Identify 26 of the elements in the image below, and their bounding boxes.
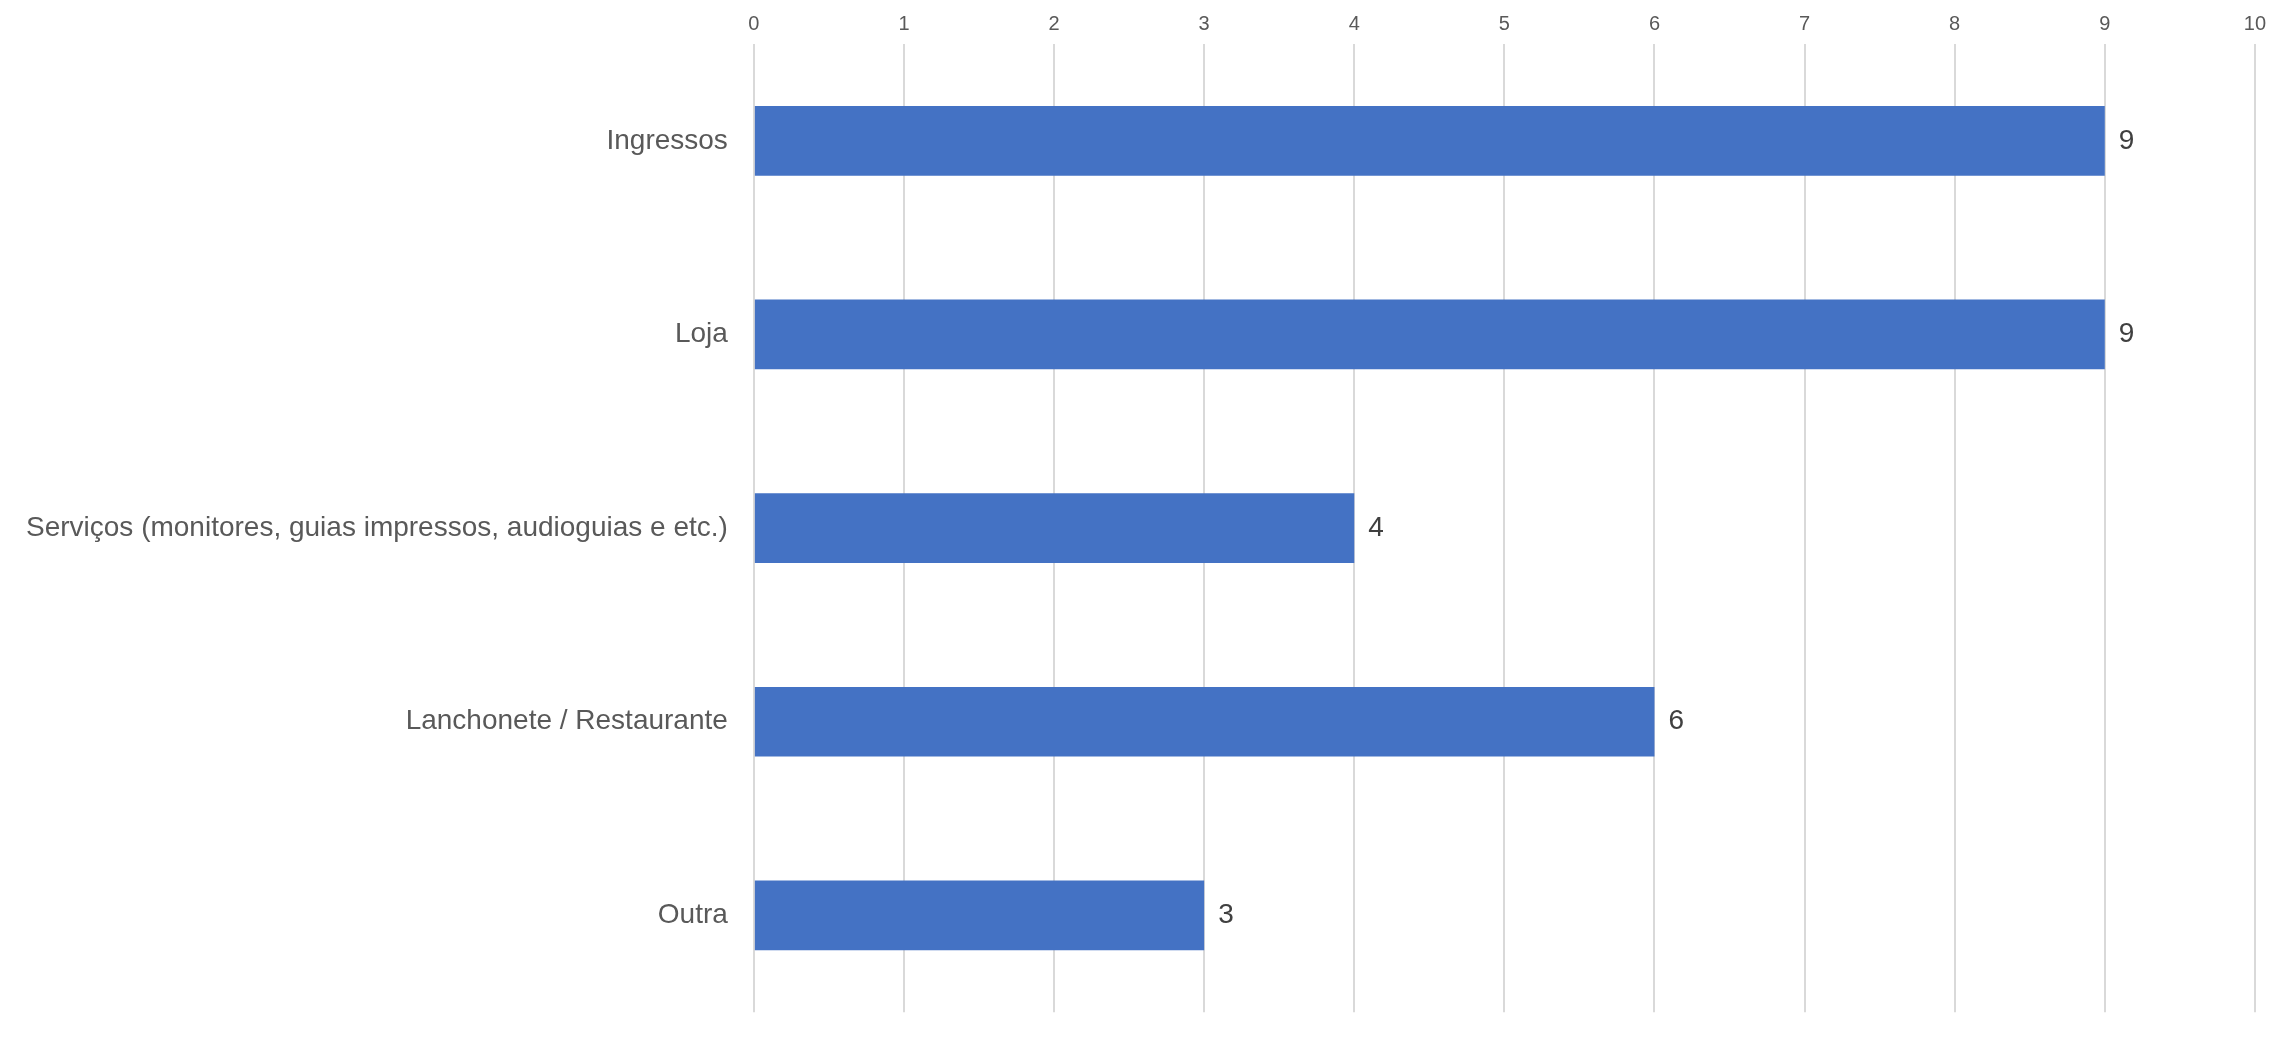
x-tick-label: 1 xyxy=(898,11,910,34)
x-tick-label: 4 xyxy=(1348,11,1360,34)
x-tick-label: 7 xyxy=(1799,11,1811,34)
data-label: 4 xyxy=(1368,510,1384,542)
x-tick-label: 2 xyxy=(1048,11,1060,34)
x-tick-label: 6 xyxy=(1648,11,1661,34)
y-tick-label: Serviços (monitores, guias impressos, audioguias e etc.) xyxy=(26,510,728,542)
y-tick-label: Loja xyxy=(674,317,729,349)
bar xyxy=(754,493,1355,563)
y-tick-label: Outra xyxy=(657,898,729,930)
y-tick-label: Ingressos xyxy=(606,123,728,155)
data-label: 9 xyxy=(2118,317,2135,349)
bar xyxy=(754,686,1655,757)
bar xyxy=(754,299,2105,370)
x-tick-label: 0 xyxy=(748,11,760,34)
y-tick-label: Lanchonete / Restaurante xyxy=(405,704,728,736)
bar xyxy=(754,105,2105,176)
x-tick-label: 8 xyxy=(1949,11,1961,34)
data-label: 3 xyxy=(1218,898,1234,930)
bar xyxy=(754,880,1205,951)
x-tick-label: 10 xyxy=(2243,11,2266,34)
data-label: 9 xyxy=(2118,123,2135,155)
data-label: 6 xyxy=(1668,704,1685,736)
x-tick-label: 3 xyxy=(1198,11,1210,34)
x-tick-label: 9 xyxy=(2099,11,2111,34)
x-tick-label: 5 xyxy=(1498,11,1510,34)
